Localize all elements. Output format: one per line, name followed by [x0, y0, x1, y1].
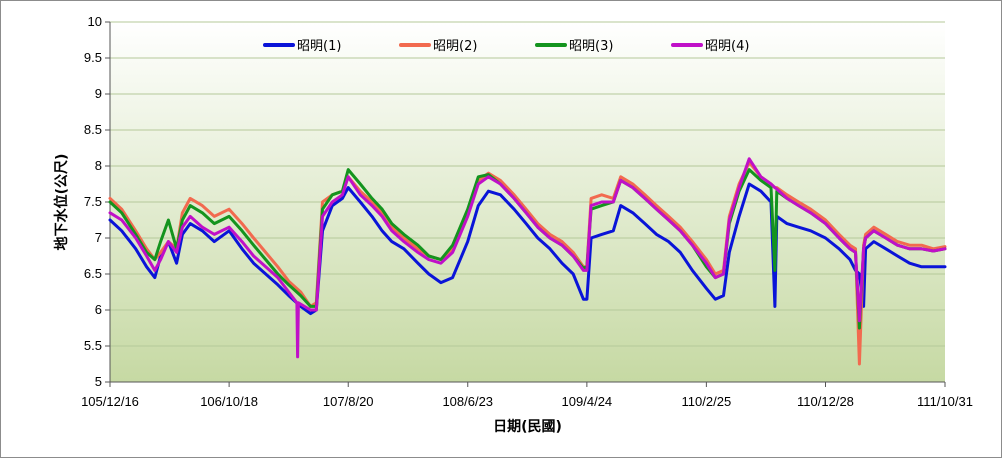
legend-label: 昭明(1) — [297, 39, 341, 54]
series-lines — [108, 157, 947, 366]
x-tick-label: 110/2/25 — [682, 394, 732, 409]
y-axis-title: 地下水位(公尺) — [53, 154, 70, 251]
legend-label: 昭明(4) — [705, 39, 749, 54]
grid-lines — [110, 21, 945, 347]
x-tick-label: 106/10/18 — [200, 394, 258, 409]
x-tick-label: 105/12/16 — [81, 394, 139, 409]
y-tick-label: 7 — [95, 230, 102, 245]
y-tick-label: 8.5 — [84, 122, 102, 137]
x-tick-label: 108/6/23 — [442, 394, 493, 409]
y-tick-label: 9 — [95, 86, 102, 101]
y-tick-label: 10 — [88, 14, 102, 29]
series-line-2 — [108, 160, 947, 366]
y-tick-label: 5.5 — [84, 338, 102, 353]
series-line-4 — [108, 157, 947, 359]
x-tick-label: 110/12/28 — [797, 394, 854, 409]
x-axis-title: 日期(民國) — [493, 419, 562, 435]
x-tick-label: 109/4/24 — [562, 394, 613, 409]
y-tick-label: 6.5 — [84, 266, 102, 281]
axes: 5 5.5 6 6.5 7 7.5 8 8.5 9 9.5 10 105/12/16 106/10/18… — [81, 14, 973, 409]
y-tick-label: 5 — [95, 374, 102, 389]
legend-label: 昭明(2) — [433, 39, 477, 54]
x-tick-label: 111/10/31 — [917, 394, 973, 409]
x-tick-label: 107/8/20 — [323, 394, 374, 409]
y-tick-label: 9.5 — [84, 50, 102, 65]
y-tick-label: 6 — [95, 302, 102, 317]
series-line-1 — [108, 182, 947, 316]
legend-label: 昭明(3) — [569, 39, 613, 54]
legend: 昭明(1) 昭明(2) 昭明(3) 昭明(4) — [263, 39, 749, 54]
y-tick-label: 8 — [95, 158, 102, 173]
y-tick-label: 7.5 — [84, 194, 102, 209]
